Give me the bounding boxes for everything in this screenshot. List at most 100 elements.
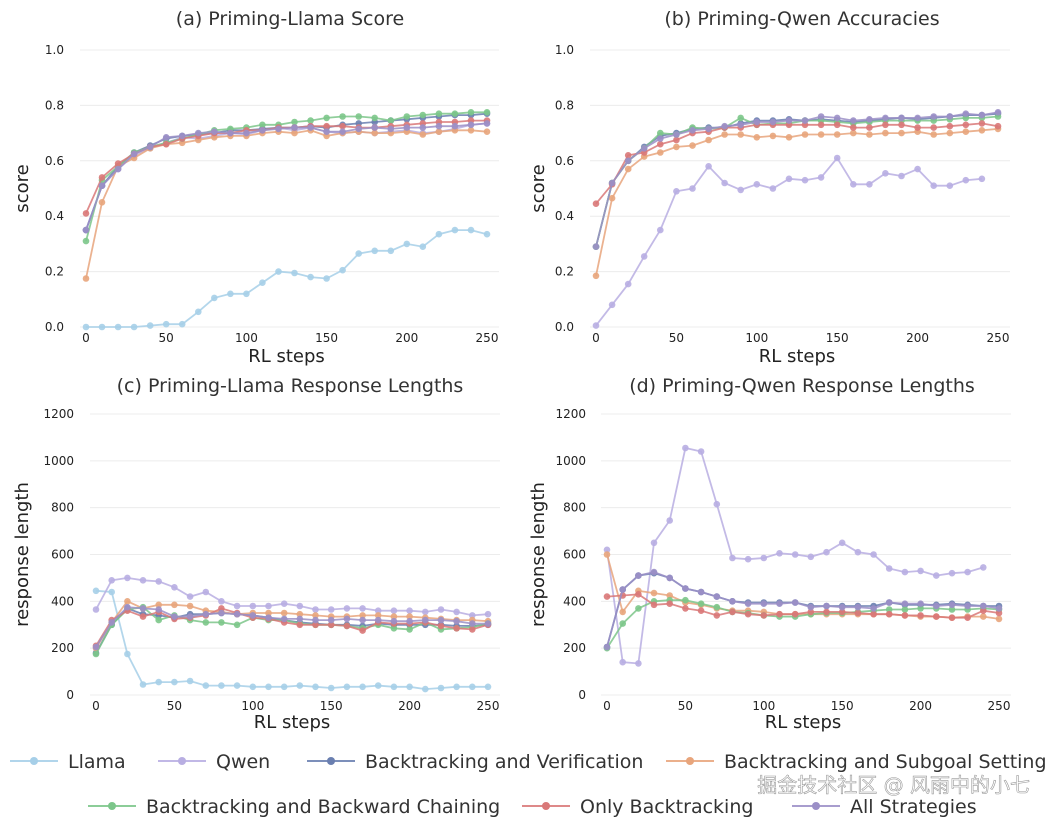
y-tick-label: 0.6 bbox=[45, 154, 64, 168]
data-point bbox=[823, 602, 830, 610]
data-point bbox=[291, 269, 298, 277]
legend-item-backtracking-and-subgoal-setting: Backtracking and Subgoal Setting bbox=[666, 751, 1047, 773]
data-point bbox=[866, 116, 873, 123]
data-point bbox=[469, 626, 476, 633]
series-only-backtracking bbox=[603, 591, 1003, 621]
data-point bbox=[962, 128, 970, 135]
series-llama bbox=[92, 587, 492, 693]
y-tick-label: 800 bbox=[51, 501, 74, 515]
data-point bbox=[624, 165, 632, 173]
data-point bbox=[682, 605, 689, 612]
data-point bbox=[296, 602, 304, 610]
data-point bbox=[737, 121, 744, 129]
legend-label: Backtracking and Backward Chaining bbox=[146, 796, 500, 818]
y-tick-label: 0.8 bbox=[555, 98, 574, 112]
data-point bbox=[817, 113, 825, 120]
data-point bbox=[673, 136, 680, 144]
y-tick-label: 0.2 bbox=[45, 265, 64, 279]
data-point bbox=[403, 124, 411, 131]
data-point bbox=[978, 175, 986, 183]
data-point bbox=[390, 607, 398, 614]
data-point bbox=[624, 280, 632, 288]
data-point bbox=[657, 226, 664, 234]
x-tick-label: 200 bbox=[909, 699, 932, 713]
data-point bbox=[948, 569, 956, 577]
data-point bbox=[603, 551, 611, 558]
data-point bbox=[469, 683, 476, 691]
data-point bbox=[807, 608, 815, 616]
data-point bbox=[437, 606, 445, 613]
data-point bbox=[850, 124, 857, 131]
data-point bbox=[854, 548, 862, 556]
data-point bbox=[640, 253, 648, 260]
data-point bbox=[171, 584, 178, 591]
data-point bbox=[437, 622, 445, 630]
data-point bbox=[603, 643, 611, 651]
x-tick-label: 0 bbox=[592, 331, 600, 345]
data-point bbox=[390, 625, 398, 632]
legend-label: Qwen bbox=[216, 751, 270, 773]
data-point bbox=[155, 606, 162, 613]
data-point bbox=[218, 609, 225, 617]
data-point bbox=[390, 613, 398, 620]
y-tick-label: 0 bbox=[578, 688, 586, 702]
watermark: 掘金技术社区 @ 风雨中的小七 bbox=[757, 773, 1030, 797]
data-point bbox=[374, 682, 382, 689]
x-tick-label: 100 bbox=[235, 331, 258, 345]
legend-item-backtracking-and-verification: Backtracking and Verification bbox=[307, 751, 643, 773]
data-point bbox=[882, 114, 889, 122]
legend-item-llama: Llama bbox=[10, 751, 126, 773]
data-point bbox=[259, 279, 266, 287]
legend-item-backtracking-and-backward-chaining: Backtracking and Backward Chaining bbox=[88, 796, 500, 818]
y-tick-label: 0 bbox=[66, 688, 74, 702]
data-point bbox=[98, 182, 106, 189]
data-point bbox=[171, 678, 178, 686]
data-point bbox=[650, 568, 658, 576]
data-point bbox=[933, 602, 940, 610]
data-point bbox=[233, 621, 241, 629]
data-point bbox=[371, 247, 379, 255]
data-point bbox=[343, 622, 351, 630]
data-point bbox=[697, 600, 705, 607]
data-point bbox=[265, 609, 272, 617]
data-point bbox=[838, 539, 846, 547]
series-line bbox=[606, 599, 1000, 649]
data-point bbox=[948, 606, 956, 613]
data-point bbox=[453, 625, 460, 632]
data-point bbox=[483, 120, 491, 127]
data-point bbox=[689, 185, 696, 192]
legend-marker bbox=[812, 802, 820, 810]
data-point bbox=[619, 586, 626, 593]
data-point bbox=[406, 607, 413, 614]
data-point bbox=[202, 682, 210, 689]
series-line bbox=[595, 128, 999, 276]
data-point bbox=[885, 606, 893, 613]
data-point bbox=[901, 568, 909, 576]
data-point bbox=[592, 322, 600, 329]
chart-title: (a) Priming-Llama Score bbox=[176, 8, 404, 30]
data-point bbox=[850, 117, 857, 124]
data-point bbox=[785, 175, 793, 183]
data-point bbox=[801, 176, 809, 184]
data-point bbox=[737, 114, 744, 122]
data-point bbox=[673, 131, 680, 138]
y-tick-label: 0.8 bbox=[45, 98, 64, 112]
data-point bbox=[291, 129, 298, 137]
data-point bbox=[275, 125, 282, 133]
data-point bbox=[898, 172, 905, 180]
data-point bbox=[387, 247, 395, 255]
y-tick-label: 1.0 bbox=[555, 43, 574, 57]
data-point bbox=[980, 602, 987, 610]
data-point bbox=[114, 323, 122, 331]
series-line bbox=[85, 112, 488, 231]
legend-marker bbox=[108, 802, 116, 810]
y-tick-label: 1000 bbox=[43, 454, 74, 468]
data-point bbox=[994, 122, 1002, 130]
data-point bbox=[419, 131, 427, 138]
series-line bbox=[595, 156, 982, 327]
data-point bbox=[791, 599, 799, 606]
data-point bbox=[882, 170, 889, 177]
data-point bbox=[635, 605, 642, 612]
data-point bbox=[82, 237, 90, 245]
data-point bbox=[769, 118, 777, 126]
